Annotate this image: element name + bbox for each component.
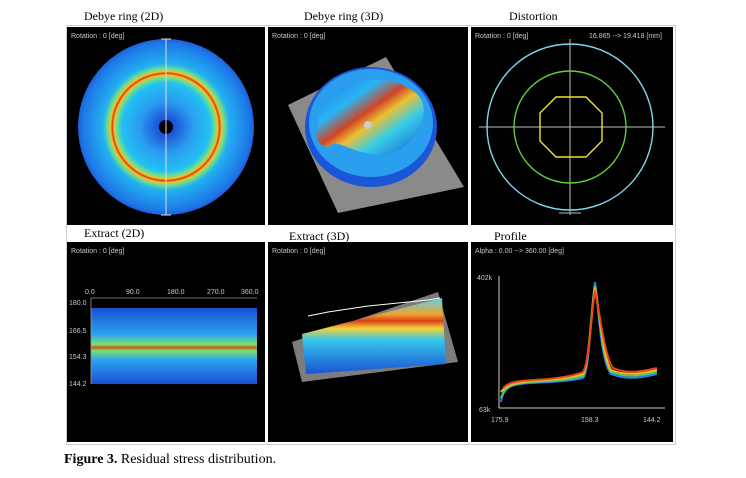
y-tick-label: 166.5 (69, 328, 87, 335)
title-distortion: Distortion (509, 9, 558, 23)
x-tick-label: 175.9 (491, 417, 509, 424)
title-profile: Profile (494, 229, 527, 243)
figure-caption: Figure 3. Residual stress distribution. (64, 452, 276, 468)
y-tick-label: 144.2 (69, 381, 87, 388)
figure-frame (66, 25, 676, 445)
rotation-label: Rotation : 0 [deg] (71, 33, 124, 40)
x-tick-label: 360.0 (241, 289, 259, 296)
x-tick-label: 180.0 (167, 289, 185, 296)
distortion-range: 16.865 --> 19.418 [mm] (589, 33, 662, 40)
rotation-label: Rotation : 0 [deg] (475, 33, 528, 40)
y-tick-label: 154.3 (69, 354, 87, 361)
y-tick-label: 180.0 (69, 300, 87, 307)
panel-profile: Alpha : 0.00 --> 360.00 [deg] 402k 63k 1… (471, 242, 673, 442)
title-debyering-3d: Debye ring (3D) (304, 9, 384, 23)
panel-distortion: Rotation : 0 [deg] 16.865 --> 19.418 [mm… (471, 27, 673, 225)
x-tick-label: 270.0 (207, 289, 225, 296)
panel-debyering-2d: Rotation : 0 [deg] (67, 27, 265, 225)
x-tick-label: 0.0 (85, 289, 95, 296)
title-extract-3d: Extract (3D) (289, 229, 350, 243)
title-debyering-2d: Debye ring (2D) (84, 9, 164, 23)
rotation-label: Rotation : 0 [deg] (272, 248, 325, 255)
x-tick-label: 90.0 (126, 289, 140, 296)
title-extract-2d: Extract (2D) (84, 226, 145, 240)
y-top-label: 402k (477, 275, 493, 282)
alpha-label: Alpha : 0.00 --> 360.00 [deg] (475, 248, 564, 255)
rotation-label: Rotation : 0 [deg] (272, 33, 325, 40)
panel-extract-2d: Rotation : 0 [deg] 0.0 90.0 180.0 270.0 … (67, 242, 265, 442)
y-bottom-label: 63k (479, 407, 491, 414)
caption-text: Residual stress distribution. (117, 452, 277, 467)
x-tick-label: 158.3 (581, 417, 599, 424)
panel-debyering-3d: Rotation : 0 [deg] (268, 27, 468, 225)
x-tick-label: 144.2 (643, 417, 661, 424)
panel-extract-3d: Rotation : 0 [deg] (268, 242, 468, 442)
rotation-label: Rotation : 0 [deg] (71, 248, 124, 255)
caption-label: Figure 3. (64, 452, 118, 467)
